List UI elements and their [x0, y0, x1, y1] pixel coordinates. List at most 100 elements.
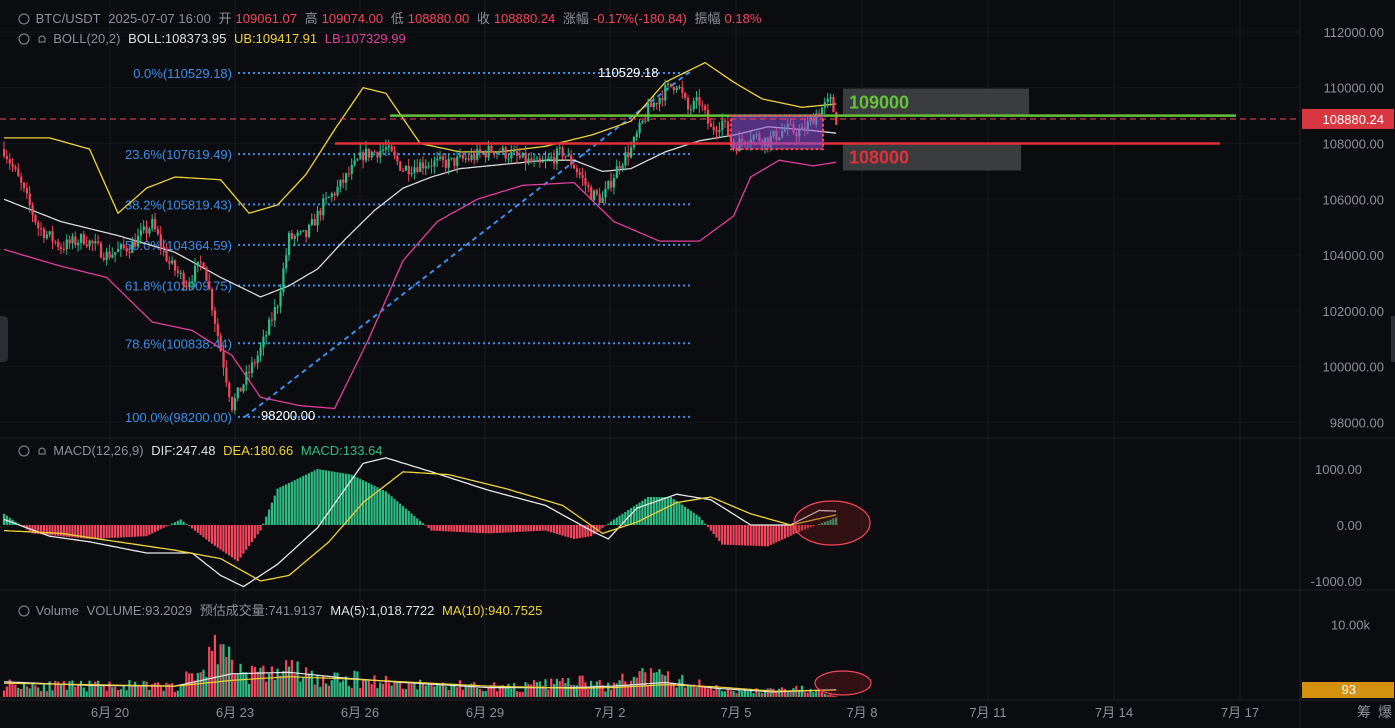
candle-body — [573, 165, 576, 169]
volume-bar — [131, 685, 134, 697]
candle-body — [3, 149, 6, 157]
candle-body — [134, 240, 137, 247]
macd-bar — [495, 525, 499, 533]
volume-bar — [510, 688, 513, 697]
candle-body — [504, 147, 507, 159]
macd-bar — [333, 471, 336, 525]
volume-bar — [2, 690, 6, 697]
candle-body — [592, 190, 596, 200]
volume-bar — [513, 683, 516, 697]
candle-body — [208, 280, 211, 289]
macd-bar — [339, 472, 342, 525]
macd-bar — [176, 520, 179, 525]
x-tick-label: 7月 17 — [1221, 705, 1259, 720]
macd-bar — [783, 525, 786, 539]
fib-level-label: 23.6%(107619.49) — [125, 147, 232, 162]
volume-bar — [265, 681, 268, 697]
macd-bar — [202, 525, 205, 538]
macd-bar — [444, 525, 447, 532]
candle-body — [535, 158, 539, 160]
macd-dea-value: DEA:180.66 — [223, 443, 294, 458]
macd-bar — [239, 525, 242, 558]
macd-bar — [544, 525, 547, 531]
volume-bar — [173, 691, 177, 697]
fib-level-label: 50.0%(104364.59) — [125, 238, 232, 253]
right-panel-handle[interactable] — [1391, 316, 1395, 362]
volume-bar — [766, 688, 769, 697]
volume-bar — [168, 684, 171, 697]
candle-body — [176, 270, 180, 273]
macd-bar — [213, 525, 216, 546]
candle-body — [370, 151, 373, 158]
macd-bar — [729, 525, 732, 545]
volume-bar — [501, 685, 504, 697]
left-panel-handle[interactable] — [0, 316, 8, 362]
macd-bar — [265, 516, 268, 525]
candle-body — [45, 234, 48, 239]
eye-icon[interactable] — [18, 33, 30, 45]
candle-body — [342, 179, 345, 183]
candle-body — [350, 164, 353, 174]
volume-bar — [339, 682, 342, 697]
volume-bar — [732, 691, 735, 697]
volume-bar — [729, 690, 732, 697]
volume-bar — [416, 689, 419, 697]
macd-bar — [162, 525, 165, 528]
candle-body — [216, 323, 219, 337]
macd-bar — [487, 525, 490, 534]
macd-bar — [661, 497, 664, 525]
macd-bar — [370, 484, 373, 525]
chip-icon: 筹 — [1357, 704, 1371, 720]
eye-icon[interactable] — [18, 445, 30, 457]
volume-bar — [741, 691, 744, 697]
candle-body — [97, 241, 100, 244]
volume-bar — [458, 680, 462, 697]
volume-bar — [128, 680, 131, 697]
macd-bar — [803, 525, 806, 530]
macd-bar — [763, 525, 767, 547]
macd-bar — [387, 493, 390, 525]
macd-bar — [761, 525, 764, 547]
volume-bar — [430, 682, 433, 697]
candle-body — [367, 148, 370, 158]
eye-icon[interactable] — [18, 605, 30, 617]
macd-bar — [795, 525, 798, 534]
candle-body — [726, 121, 730, 136]
macd-bar — [57, 525, 60, 536]
candle-body — [610, 180, 613, 188]
macd-bar — [102, 525, 105, 539]
macd-bar — [342, 473, 345, 525]
volume-bar — [547, 689, 550, 697]
bell-alert-icon[interactable] — [36, 33, 48, 45]
macd-bar — [758, 525, 761, 546]
candle-body — [467, 158, 470, 160]
candle-body — [829, 97, 832, 99]
macd-bar — [77, 525, 80, 538]
x-tick-label: 7月 5 — [720, 705, 751, 720]
macd-bar — [379, 488, 382, 525]
macd-bar — [307, 473, 311, 525]
candle-body — [564, 156, 567, 158]
volume-bar — [421, 683, 425, 697]
macd-bar — [219, 525, 222, 550]
macd-bar — [376, 487, 379, 525]
volume-bar — [424, 685, 427, 697]
macd-bar — [230, 525, 234, 558]
volume-bar — [94, 681, 97, 697]
volume-bar — [723, 691, 727, 697]
volume-bar — [270, 666, 273, 697]
volume-bar — [336, 672, 339, 697]
macd-bar — [632, 506, 635, 525]
bell-alert-icon[interactable] — [36, 445, 48, 457]
candle-body — [28, 193, 31, 206]
volume-bar — [376, 688, 379, 697]
volume-bar — [490, 685, 493, 697]
macd-bar — [245, 525, 248, 550]
macd-bar — [199, 525, 202, 536]
volume-bar — [575, 685, 578, 697]
candle-body — [624, 152, 627, 166]
bell-icon[interactable] — [18, 13, 30, 25]
volume-bar — [353, 670, 356, 697]
volume-bar — [399, 681, 402, 697]
